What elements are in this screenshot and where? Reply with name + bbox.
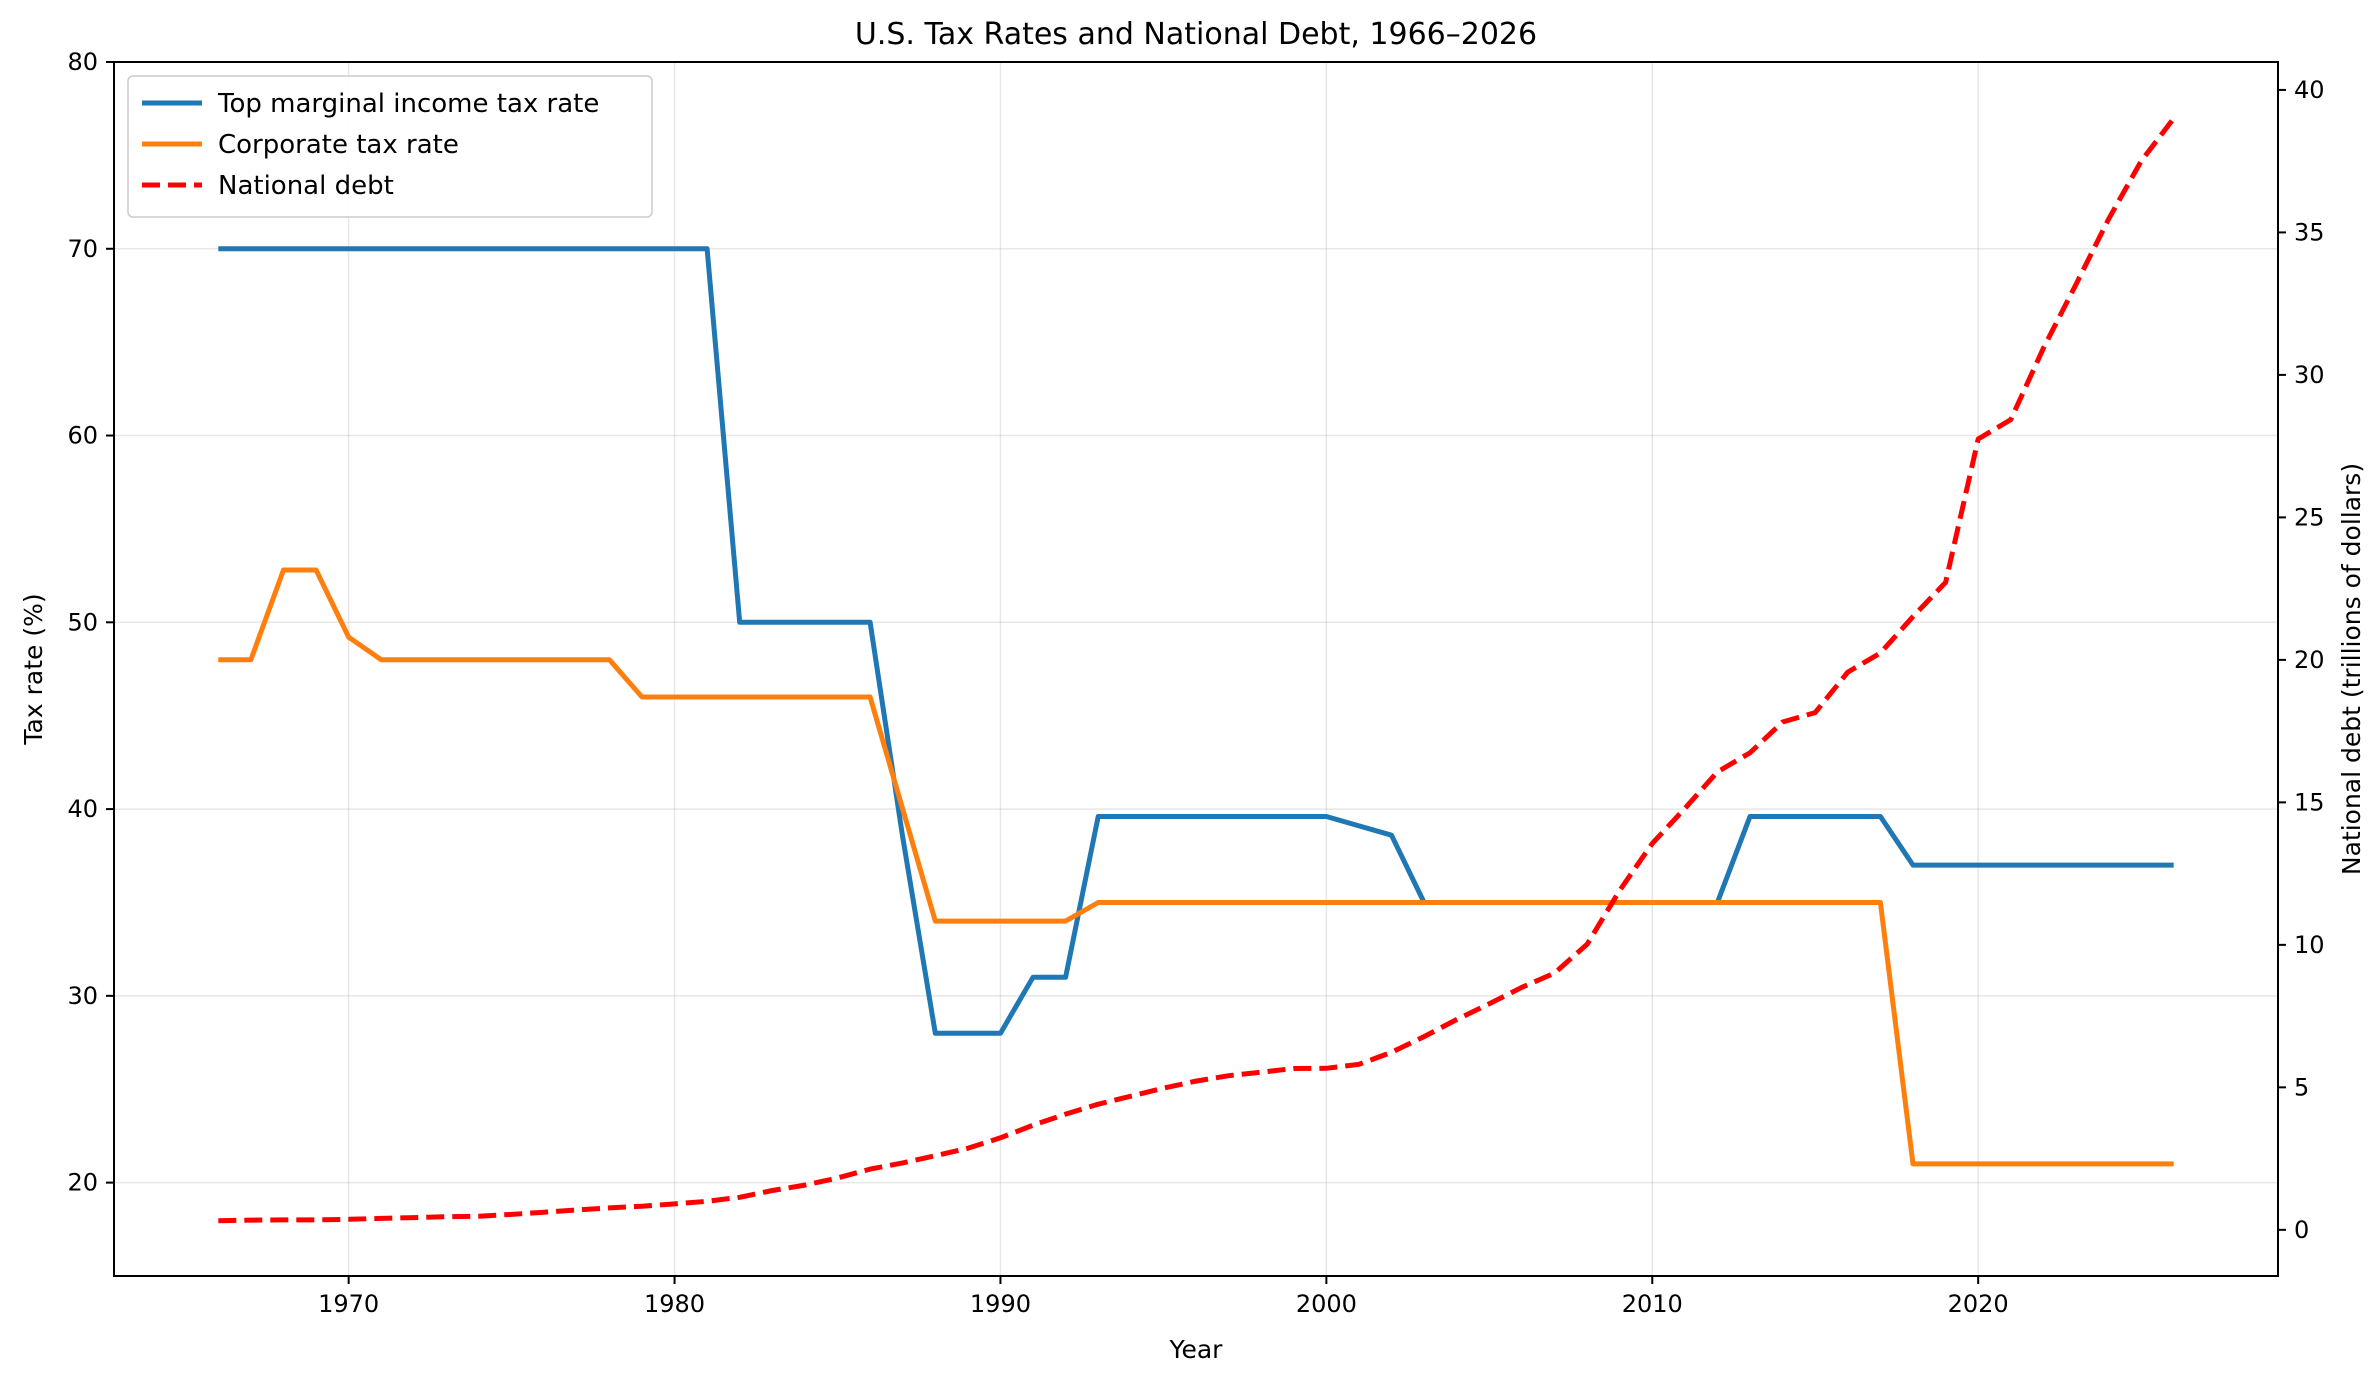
plot-frame xyxy=(113,61,2279,1277)
gridlines xyxy=(114,61,2278,1276)
right-y-axis-label: National debt (trillions of dollars) xyxy=(2337,463,2366,875)
legend: Top marginal income tax rate Corporate t… xyxy=(127,75,653,218)
x-tick-label-2000: 2000 xyxy=(1296,1290,1357,1318)
left-y-tick-label-20: 20 xyxy=(67,1169,98,1197)
series-line-national-debt xyxy=(218,116,2176,1224)
left-y-tick-label-40: 40 xyxy=(67,795,98,823)
right-y-tick-label-25: 25 xyxy=(2294,503,2325,531)
legend-label-top-marginal-rate: Top marginal income tax rate xyxy=(217,89,599,119)
left-y-axis-label: Tax rate (%) xyxy=(19,593,48,745)
series-lines xyxy=(218,116,2176,1224)
right-y-tick-label-5: 5 xyxy=(2294,1073,2309,1101)
left-y-tick-label-70: 70 xyxy=(67,235,98,263)
x-tick-label-1980: 1980 xyxy=(644,1290,705,1318)
legend-label-corporate-rate: Corporate tax rate xyxy=(218,130,459,160)
chart-title: U.S. Tax Rates and National Debt, 1966–2… xyxy=(855,17,1537,52)
left-y-tick-label-30: 30 xyxy=(67,982,98,1010)
left-y-tick-label-60: 60 xyxy=(67,422,98,450)
x-tick-label-2020: 2020 xyxy=(1948,1290,2009,1318)
x-axis-label: Year xyxy=(1169,1335,1224,1364)
x-tick-label-1990: 1990 xyxy=(970,1290,1031,1318)
legend-label-national-debt: National debt xyxy=(218,171,394,201)
right-y-tick-label-30: 30 xyxy=(2294,361,2325,389)
legend-box xyxy=(127,75,653,218)
left-y-tick-label-50: 50 xyxy=(67,608,98,636)
right-y-tick-label-35: 35 xyxy=(2294,218,2325,246)
right-y-tick-label-10: 10 xyxy=(2294,931,2325,959)
right-y-tick-label-40: 40 xyxy=(2294,76,2325,104)
series-line-corporate-tax-rate xyxy=(218,567,2174,1167)
series-line-top-marginal-income-tax-rate xyxy=(218,246,2174,1036)
right-y-tick-label-0: 0 xyxy=(2294,1216,2309,1244)
right-y-tick-label-20: 20 xyxy=(2294,646,2325,674)
axes: 1970 1980 1990 2000 2010 20202030405060708005… xyxy=(67,48,2324,1318)
right-y-tick-label-15: 15 xyxy=(2294,788,2325,816)
left-y-tick-label-80: 80 xyxy=(67,48,98,76)
x-tick-label-2010: 2010 xyxy=(1622,1290,1683,1318)
x-tick-label-1970: 1970 xyxy=(318,1290,379,1318)
